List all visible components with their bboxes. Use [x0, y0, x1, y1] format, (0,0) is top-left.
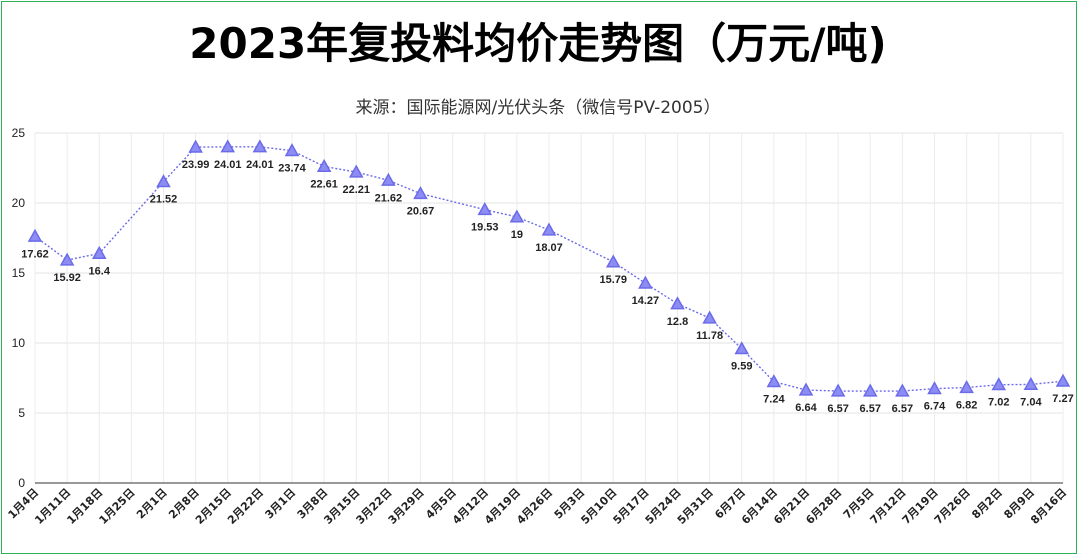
- data-label: 23.99: [182, 159, 210, 171]
- x-tick-label: 2月1日: [134, 486, 170, 522]
- data-label: 19: [511, 229, 523, 241]
- y-tick-label: 0: [18, 476, 25, 490]
- data-label: 11.78: [696, 330, 723, 342]
- data-label: 7.04: [1020, 396, 1042, 408]
- data-marker: [605, 254, 621, 268]
- data-marker: [188, 139, 203, 153]
- data-label: 22.21: [342, 184, 370, 196]
- x-axis-ticks: 1月4日1月11日1月18日1月25日2月1日2月8日2月15日2月22日3月1…: [6, 486, 1070, 527]
- data-label: 21.52: [150, 194, 178, 206]
- data-marker: [991, 377, 1007, 391]
- data-marker: [927, 381, 942, 395]
- data-labels: 17.62 15.92 16.4 21.52 23.99 24.01 24.01 23.74 2…: [21, 159, 1073, 415]
- data-marker: [381, 172, 396, 186]
- data-marker: [895, 383, 910, 397]
- data-label: 6.74: [924, 401, 946, 413]
- y-axis-ticks: 0 5 10 15 20 25: [12, 126, 26, 490]
- x-tick-label: 6月28日: [803, 486, 844, 527]
- data-label: 6.57: [860, 403, 881, 415]
- data-marker: [1055, 373, 1071, 387]
- data-label: 24.01: [246, 159, 274, 171]
- grid-lines: [34, 132, 1064, 483]
- data-label: 12.8: [667, 316, 688, 328]
- data-marker: [959, 379, 974, 394]
- data-marker: [862, 383, 878, 397]
- data-label: 20.67: [407, 206, 435, 218]
- y-tick-label: 15: [12, 266, 26, 280]
- data-label: 24.01: [214, 159, 242, 171]
- data-marker: [766, 374, 782, 388]
- data-marker: [316, 158, 332, 173]
- data-marker: [541, 222, 557, 236]
- data-label: 6.64: [795, 402, 817, 414]
- data-label: 7.02: [988, 397, 1009, 409]
- data-marker: [220, 139, 236, 153]
- data-label: 15.79: [599, 274, 627, 286]
- y-tick-label: 20: [12, 196, 26, 210]
- x-tick-label: 5月31日: [675, 486, 716, 527]
- data-label: 23.74: [278, 163, 306, 175]
- y-tick-label: 25: [12, 126, 26, 140]
- data-label: 6.82: [956, 400, 977, 412]
- data-label: 16.4: [89, 265, 111, 277]
- data-marker: [670, 296, 685, 310]
- data-label: 17.62: [21, 248, 49, 260]
- chart-subtitle: 来源：国际能源网/光伏头条（微信号PV-2005）: [355, 98, 721, 118]
- data-label: 14.27: [632, 295, 660, 307]
- data-markers: [27, 139, 1071, 397]
- data-marker: [91, 245, 107, 259]
- x-tick-label: 8月16日: [1028, 486, 1069, 527]
- data-marker: [156, 174, 171, 188]
- data-marker: [413, 186, 428, 200]
- data-label: 6.57: [827, 403, 848, 415]
- y-tick-label: 5: [18, 406, 25, 420]
- y-tick-label: 10: [12, 336, 26, 350]
- data-marker: [477, 202, 493, 216]
- data-marker: [734, 341, 750, 355]
- data-marker: [798, 382, 814, 396]
- data-label: 19.53: [471, 222, 499, 234]
- x-tick-label: 3月1日: [263, 486, 299, 522]
- data-marker: [702, 310, 717, 324]
- data-marker: [638, 275, 653, 289]
- data-label: 15.92: [53, 272, 81, 284]
- data-label: 6.57: [892, 403, 913, 415]
- x-tick-label: 4月26日: [514, 486, 555, 527]
- x-tick-label: 3月29日: [386, 486, 427, 527]
- data-marker: [284, 143, 300, 157]
- data-label: 21.62: [375, 192, 403, 204]
- data-label: 9.59: [731, 361, 752, 373]
- data-label: 22.61: [310, 178, 338, 190]
- data-marker: [59, 252, 75, 266]
- data-marker: [348, 164, 364, 178]
- data-marker: [509, 209, 525, 223]
- data-label: 18.07: [535, 242, 563, 254]
- x-tick-label: 8月2日: [969, 486, 1005, 522]
- data-marker: [27, 228, 43, 242]
- x-tick-label: 1月25日: [97, 486, 138, 527]
- x-tick-label: 7月26日: [932, 486, 973, 527]
- data-label: 7.24: [763, 394, 785, 406]
- data-marker: [830, 383, 846, 397]
- chart-title: 2023年复投料均价走势图（万元/吨): [189, 19, 887, 68]
- x-tick-label: 2月22日: [225, 486, 266, 527]
- data-label: 7.27: [1052, 393, 1073, 405]
- data-marker: [1023, 376, 1039, 390]
- data-marker: [252, 139, 268, 153]
